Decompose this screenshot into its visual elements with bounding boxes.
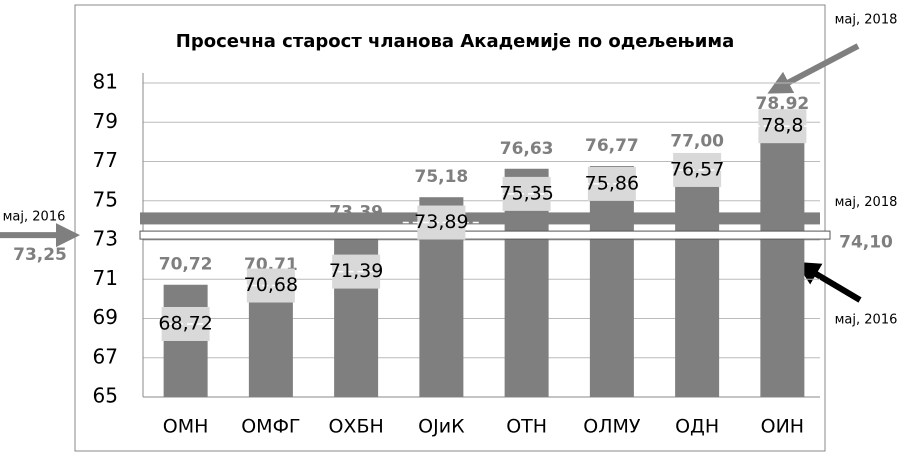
value-label: 78,92 bbox=[755, 94, 809, 114]
y-tick-label: 73 bbox=[93, 227, 118, 251]
x-tick-label: ОМН bbox=[163, 416, 209, 438]
y-tick-label: 81 bbox=[93, 70, 118, 94]
annotation: мај, 2016 bbox=[835, 313, 898, 328]
y-tick-label: 79 bbox=[93, 109, 118, 133]
value-label: 70,68 bbox=[244, 274, 298, 296]
x-tick-label: ОТН bbox=[506, 416, 547, 438]
reference-line bbox=[140, 212, 820, 225]
value-label: 76,77 bbox=[585, 136, 639, 156]
reference-value-label: 74,10 bbox=[839, 232, 893, 252]
reference-value-label: 73,25 bbox=[13, 245, 67, 265]
reference-line bbox=[139, 230, 831, 240]
value-label: 76,63 bbox=[500, 139, 554, 159]
x-tick-label: ОМФГ bbox=[241, 416, 300, 438]
x-tick-label: ОХБН bbox=[328, 416, 383, 438]
value-label: 75,86 bbox=[585, 172, 639, 194]
bar bbox=[248, 284, 293, 397]
x-tick-label: ОДН bbox=[675, 416, 719, 438]
annotation: мај, 2018 bbox=[835, 13, 898, 28]
reference-label: мај, 2016 bbox=[3, 210, 66, 225]
value-label: 73,89 bbox=[414, 211, 468, 233]
bar bbox=[589, 166, 634, 397]
chart-title: Просечна старост чланова Академије по од… bbox=[176, 31, 734, 52]
x-tick-label: ОЛМУ bbox=[583, 416, 641, 438]
bar bbox=[675, 161, 720, 397]
reference-label: мај, 2018 bbox=[835, 195, 898, 210]
value-label: 71,39 bbox=[329, 260, 383, 282]
y-tick-label: 65 bbox=[93, 384, 118, 408]
y-tick-label: 69 bbox=[93, 305, 118, 329]
value-label: 77,00 bbox=[670, 132, 724, 152]
y-tick-label: 77 bbox=[93, 148, 118, 172]
value-label: 68,72 bbox=[158, 312, 212, 334]
x-tick-label: ОЈиК bbox=[418, 416, 465, 438]
x-tick-label: ОИН bbox=[761, 416, 804, 438]
value-label: 75,18 bbox=[414, 167, 468, 187]
y-tick-label: 67 bbox=[93, 344, 118, 368]
annotation-arrow bbox=[767, 43, 860, 94]
annotation-arrow bbox=[795, 261, 862, 303]
value-label: 76,57 bbox=[670, 158, 724, 180]
value-label: 70,72 bbox=[159, 255, 213, 275]
y-tick-label: 75 bbox=[93, 187, 118, 211]
y-tick-label: 71 bbox=[93, 266, 118, 290]
value-label: 75,35 bbox=[499, 182, 553, 204]
bar bbox=[760, 123, 805, 397]
value-label: 78,8 bbox=[761, 115, 803, 137]
